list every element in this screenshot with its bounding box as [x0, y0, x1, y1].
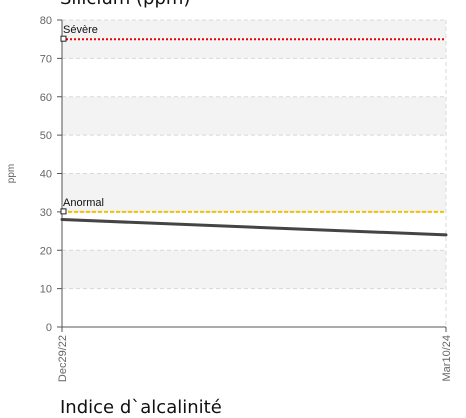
y-tick-label: 30 [40, 207, 52, 219]
grid-band [62, 96, 446, 136]
y-tick-label: 10 [40, 284, 52, 296]
data-point [444, 233, 448, 237]
grid-band [62, 173, 446, 212]
threshold-label: Anormal [63, 197, 104, 209]
chart-title: Silicium (ppm) [60, 0, 190, 9]
y-tick-label: 70 [40, 53, 52, 65]
threshold-label: Sévère [63, 24, 98, 36]
x-tick-label: Dec29/22 [57, 335, 69, 382]
series-line [61, 218, 447, 237]
y-tick-label: 80 [40, 15, 52, 27]
y-tick-label: 60 [40, 92, 52, 104]
grid-band [62, 250, 446, 289]
x-tick-label: Mar10/24 [441, 335, 453, 381]
next-chart-title: Indice d`alcalinité [60, 397, 222, 418]
y-tick-label: 50 [40, 130, 52, 142]
y-axis-title: ppm [6, 164, 17, 183]
y-tick-label: 0 [46, 322, 52, 334]
y-tick-label: 20 [40, 245, 52, 257]
threshold-marker [60, 208, 67, 215]
threshold-marker [60, 35, 67, 42]
y-tick-label: 40 [40, 169, 52, 181]
data-point [60, 218, 64, 222]
